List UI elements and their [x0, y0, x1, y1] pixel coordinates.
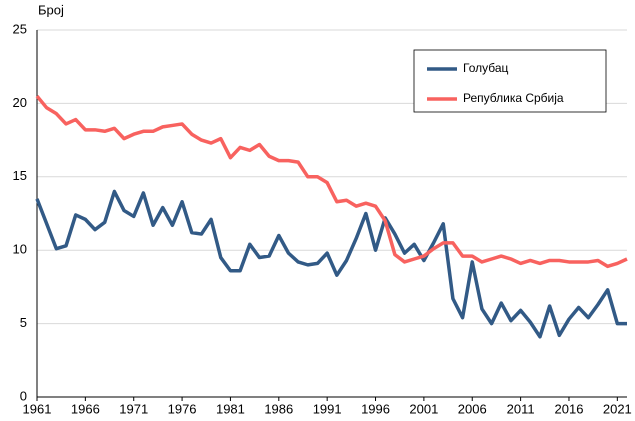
x-tick-label: 2011 [507, 401, 535, 416]
legend-box [413, 49, 607, 113]
y-tick-label: 20 [13, 95, 27, 110]
y-tick-label: 10 [13, 242, 27, 257]
y-axis-label: Број [38, 2, 64, 17]
x-tick-label: 1986 [264, 401, 293, 416]
series-line [35, 189, 627, 339]
x-tick-label: 1966 [71, 401, 100, 416]
x-tick-label: 1991 [313, 401, 342, 416]
y-tick-label: 25 [13, 21, 27, 36]
y-tick-label: 0 [20, 388, 27, 403]
x-tick-label: 2001 [409, 401, 438, 416]
x-tick-label: 1961 [23, 401, 52, 416]
x-tick-label: 1981 [216, 401, 245, 416]
series-line [35, 94, 628, 269]
x-tick-label: 2021 [603, 401, 632, 416]
x-tick-label: 2016 [555, 401, 584, 416]
x-tick-label: 2006 [458, 401, 487, 416]
legend-label: Република Србија [463, 91, 564, 105]
legend-label: Голубац [463, 61, 509, 75]
x-tick-label: 1976 [168, 401, 197, 416]
y-tick-label: 15 [13, 168, 27, 183]
x-tick-label: 1996 [361, 401, 390, 416]
y-tick-label: 5 [20, 315, 27, 330]
x-tick-label: 1971 [119, 401, 148, 416]
